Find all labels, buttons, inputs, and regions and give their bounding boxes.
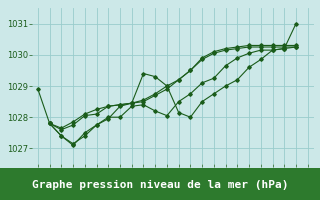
- Text: Graphe pression niveau de la mer (hPa): Graphe pression niveau de la mer (hPa): [32, 180, 288, 190]
